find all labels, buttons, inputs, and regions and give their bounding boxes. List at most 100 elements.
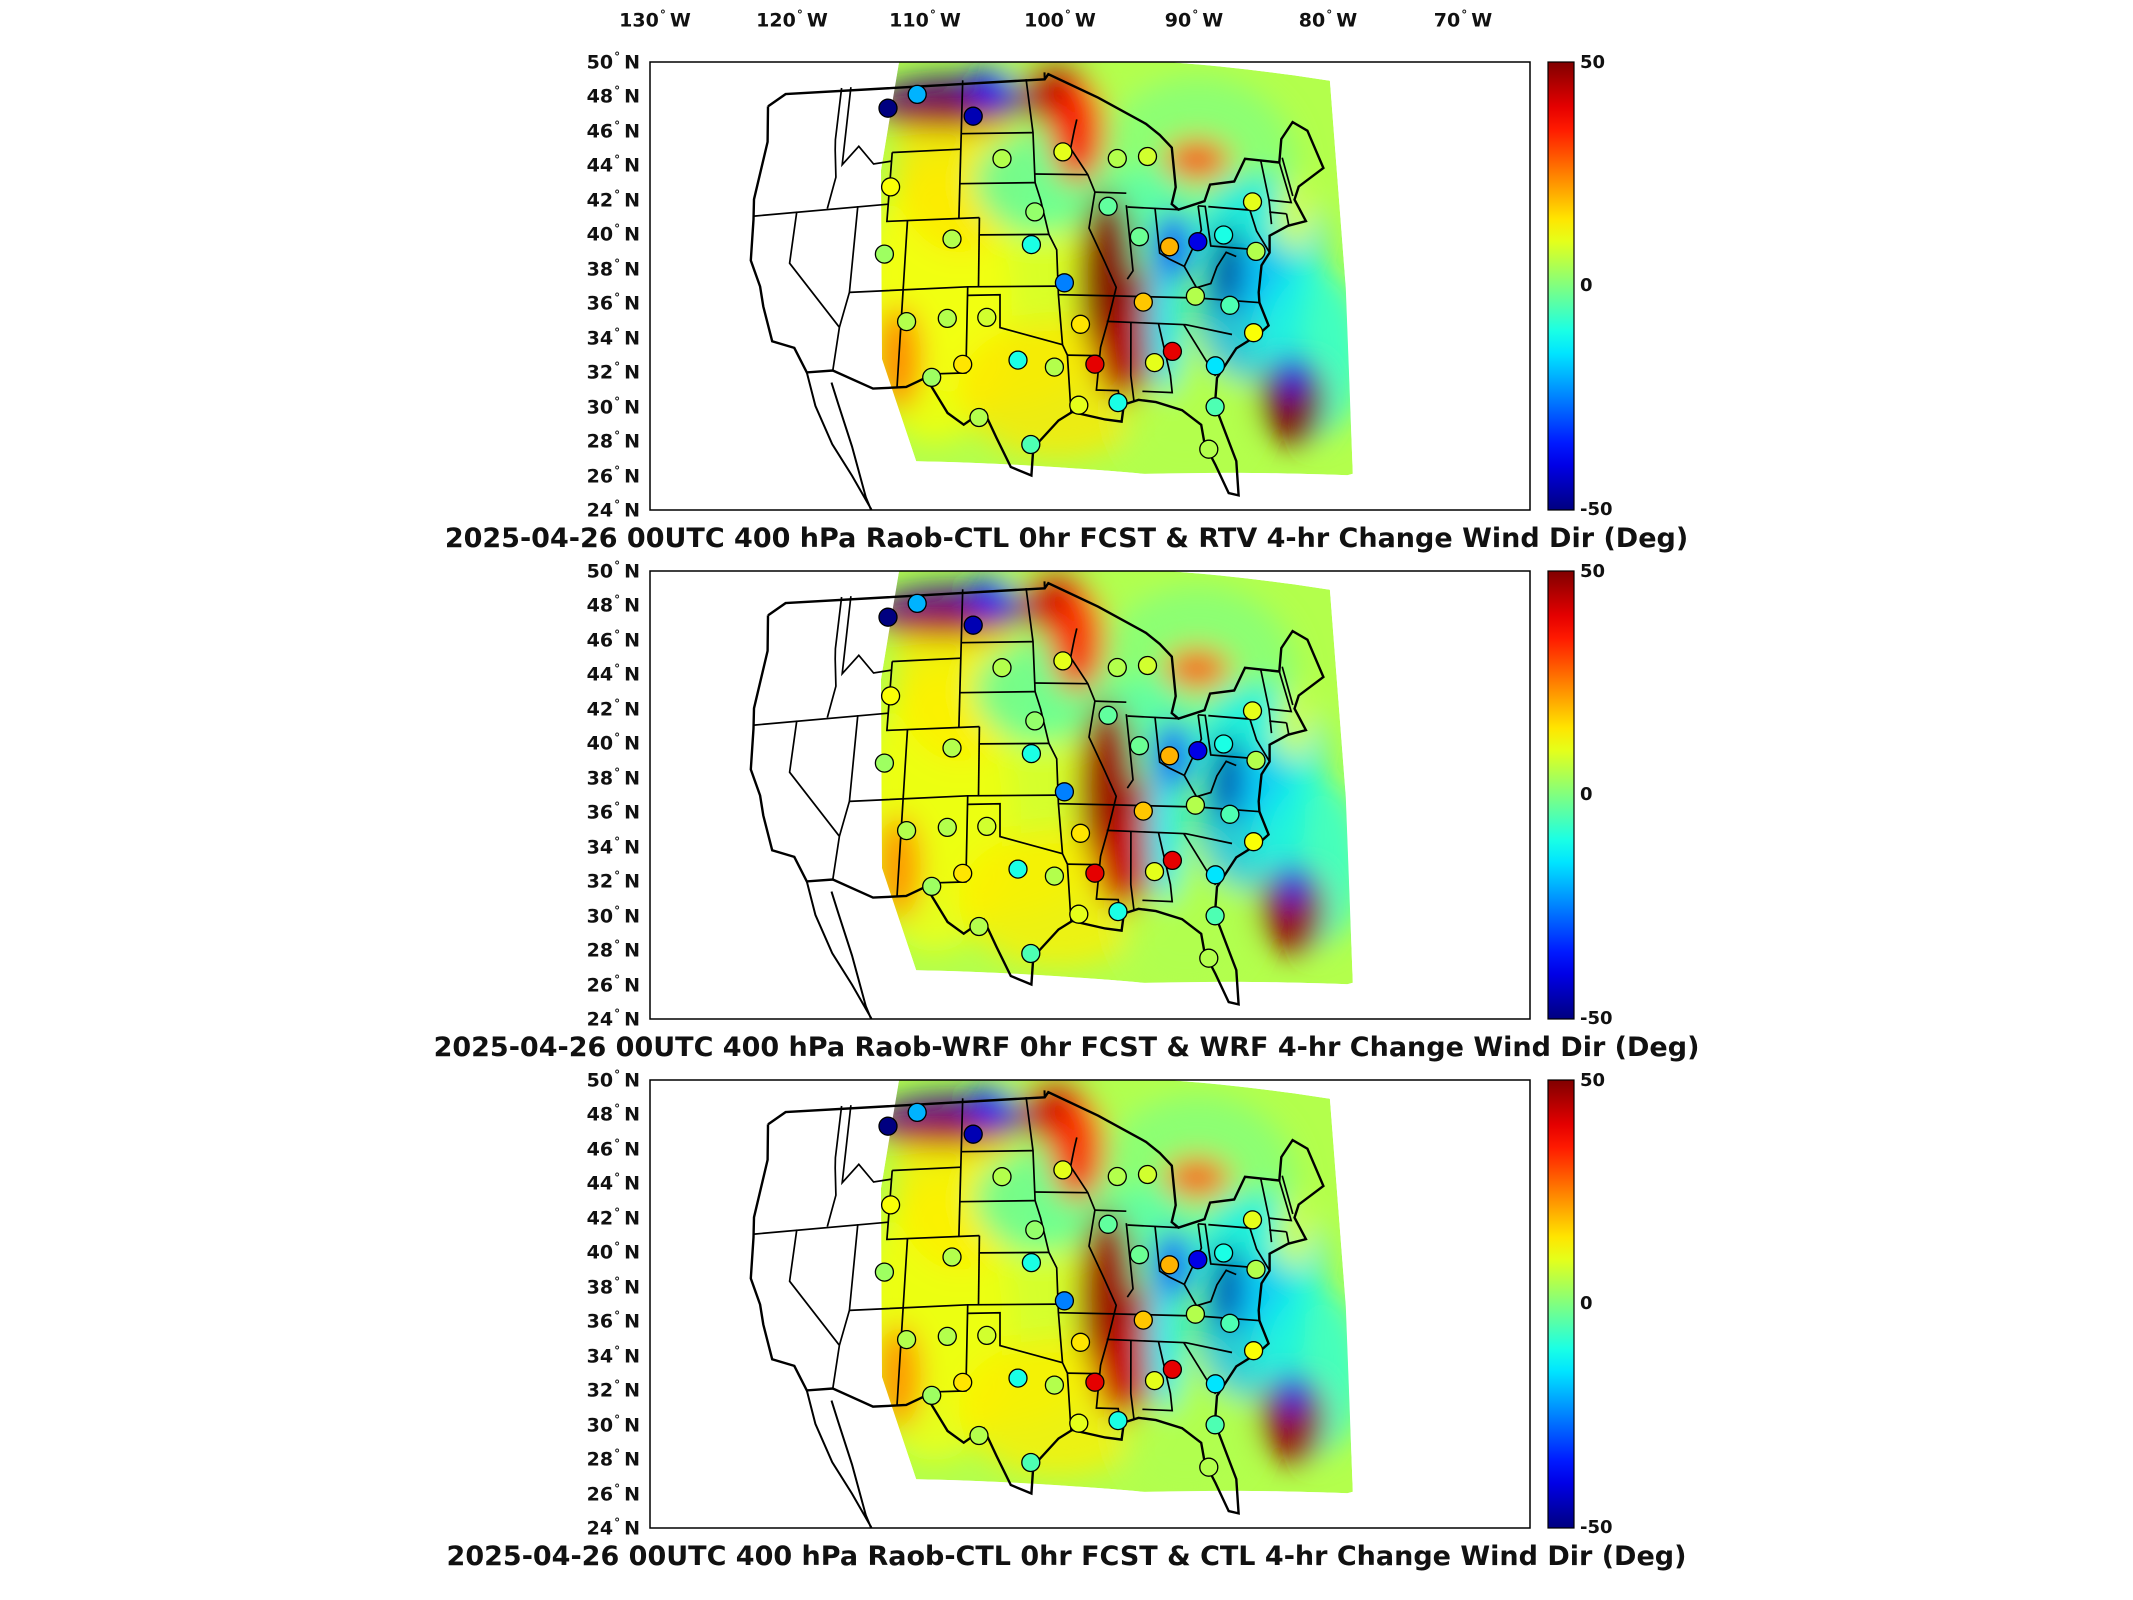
state-boundary <box>892 1166 961 1172</box>
state-boundary <box>1269 211 1287 215</box>
state-boundary <box>896 729 909 897</box>
state-boundary <box>788 1229 841 1346</box>
station-marker <box>1133 1310 1153 1330</box>
state-boundary <box>1069 119 1122 405</box>
station-marker <box>896 1329 917 1350</box>
state-boundary <box>1034 173 1088 176</box>
state-boundary <box>1208 1223 1271 1272</box>
station-marker <box>1069 904 1089 924</box>
station-marker <box>1070 1332 1091 1352</box>
state-boundary <box>896 220 909 388</box>
state-boundary <box>961 1149 1034 1153</box>
station-marker <box>874 244 895 264</box>
station-marker <box>977 816 997 837</box>
station-marker <box>1243 832 1264 852</box>
latitude-label: 42° N <box>586 1205 640 1230</box>
station-marker <box>1098 705 1118 725</box>
station-marker <box>1021 234 1042 255</box>
latitude-label: 28° N <box>586 938 640 962</box>
station-marker <box>907 1102 927 1123</box>
station-marker <box>1021 1252 1042 1273</box>
station-marker <box>1053 1160 1073 1180</box>
state-boundary <box>977 217 981 287</box>
station-marker <box>1021 743 1042 764</box>
colorbar <box>1547 61 1575 511</box>
station-marker <box>1159 746 1180 766</box>
state-boundary <box>961 131 1034 135</box>
station-marker <box>969 1425 989 1446</box>
station-marker <box>1185 286 1206 306</box>
state-boundary <box>1281 666 1294 706</box>
station-marker <box>1243 1341 1264 1361</box>
station-marker <box>977 307 997 328</box>
longitude-label: 70° W <box>1433 8 1493 32</box>
state-boundary <box>841 596 892 677</box>
state-boundary <box>1208 714 1271 763</box>
longitude-label: 90° W <box>1164 8 1224 32</box>
station-marker <box>1025 711 1045 731</box>
latitude-label: 48° N <box>586 593 640 617</box>
station-marker <box>969 916 989 937</box>
station-marker <box>937 1326 957 1347</box>
mexico-coastline <box>805 881 873 1019</box>
station-marker <box>1054 273 1075 293</box>
station-marker <box>1220 1313 1240 1333</box>
field-layer <box>881 1080 1353 1494</box>
state-boundary <box>1025 1097 1072 1431</box>
longitude-label: 110° W <box>889 8 961 32</box>
state-boundary <box>1034 1191 1088 1194</box>
station-marker <box>1246 241 1266 262</box>
station-marker <box>1108 901 1128 922</box>
latitude-label: 30° N <box>586 903 640 927</box>
state-boundary <box>1198 204 1253 251</box>
state-boundary <box>885 152 980 223</box>
station-marker <box>1246 750 1266 771</box>
station-marker <box>1205 1374 1226 1394</box>
station-marker <box>1162 850 1183 871</box>
station-marker <box>953 1372 973 1393</box>
state-boundary <box>1268 671 1293 713</box>
state-boundary <box>788 720 841 837</box>
map-panel-2 <box>649 570 1575 1020</box>
colorbar-tick-label: 50 <box>1580 1070 1606 1091</box>
latitude-label: 50° N <box>586 559 640 583</box>
station-marker <box>1242 192 1263 212</box>
state-boundary <box>788 211 841 328</box>
station-marker <box>1021 434 1041 455</box>
longitude-label: 120° W <box>756 8 828 32</box>
station-markers <box>874 593 1266 968</box>
station-marker <box>1188 1250 1208 1270</box>
station-marker <box>963 1124 983 1144</box>
station-marker <box>937 817 957 838</box>
latitude-label: 46° N <box>586 118 640 143</box>
state-boundary <box>1129 322 1135 402</box>
state-boundary <box>892 148 961 154</box>
station-marker <box>1133 801 1153 821</box>
state-boundary <box>831 715 859 880</box>
state-boundary <box>967 1311 1063 1364</box>
state-boundary <box>1127 206 1179 211</box>
station-markers <box>874 84 1266 459</box>
field-blob <box>1049 588 1105 693</box>
state-boundary <box>1154 1223 1203 1286</box>
latitude-label: 38° N <box>586 256 640 281</box>
station-marker <box>922 367 942 388</box>
latitude-label: 36° N <box>586 1309 640 1333</box>
coastline <box>749 1090 1325 1515</box>
station-marker <box>1107 657 1127 678</box>
state-boundary <box>1094 1209 1127 1213</box>
state-boundary <box>1125 1223 1134 1298</box>
state-boundary <box>958 80 964 219</box>
station-marker <box>942 229 962 249</box>
state-boundary <box>977 726 981 796</box>
colorbar-tick-label: -50 <box>1580 1517 1613 1538</box>
station-marker <box>1162 341 1183 362</box>
latitude-label: 40° N <box>586 222 640 246</box>
field-blob <box>1049 79 1105 184</box>
latitude-label: 32° N <box>586 360 640 384</box>
latitude-label: 38° N <box>586 1274 640 1299</box>
station-marker <box>1070 823 1091 843</box>
state-boundary <box>1106 320 1233 336</box>
coastline <box>749 72 1325 497</box>
